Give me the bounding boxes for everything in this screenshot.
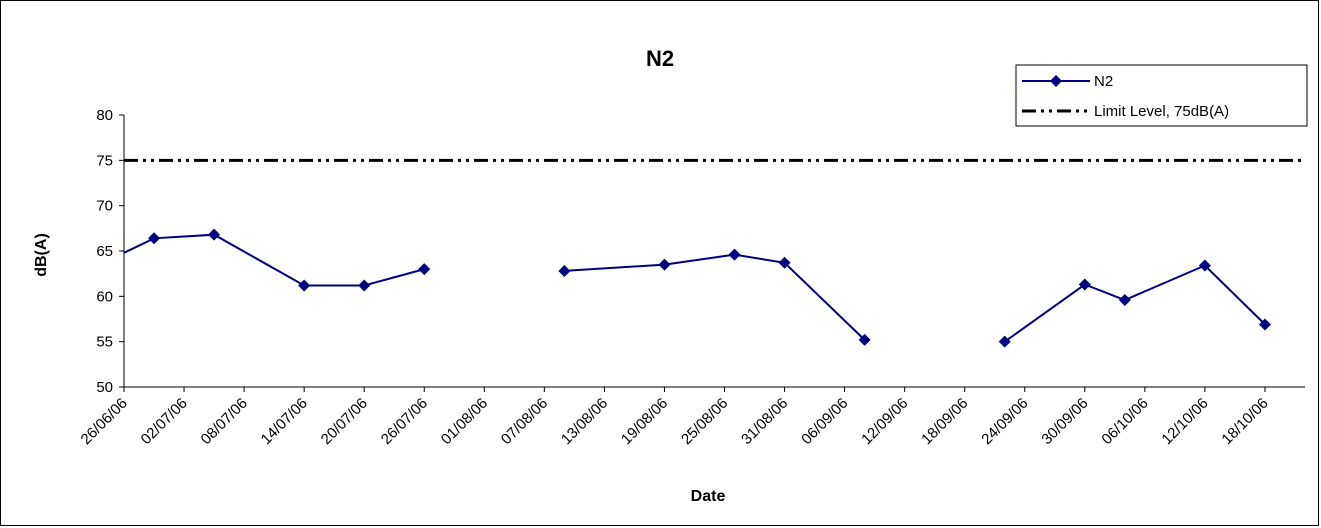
- legend-label-limit: Limit Level, 75dB(A): [1094, 103, 1229, 120]
- x-tick-label: 24/09/06: [978, 395, 1031, 448]
- x-tick-label: 25/08/06: [678, 395, 731, 448]
- x-tick-label: 30/09/06: [1038, 395, 1091, 448]
- x-tick-label: 01/08/06: [438, 395, 491, 448]
- x-tick-label: 26/06/06: [78, 395, 131, 448]
- legend-label-n2: N2: [1094, 73, 1113, 90]
- series-line-n2: [564, 253, 866, 341]
- data-point-n2: [148, 232, 161, 245]
- x-tick-label: 19/08/06: [618, 395, 671, 448]
- x-tick-label: 20/07/06: [318, 395, 371, 448]
- x-tick-label: 12/09/06: [858, 395, 911, 448]
- x-tick-label: 02/07/06: [138, 395, 191, 448]
- data-point-n2: [658, 258, 671, 271]
- series-layer: [123, 228, 1271, 348]
- x-tick-label: 08/07/06: [198, 395, 251, 448]
- x-tick-label: 14/07/06: [258, 395, 311, 448]
- data-point-n2: [858, 333, 871, 346]
- y-tick-label: 60: [96, 288, 113, 305]
- x-tick-label: 07/08/06: [498, 395, 551, 448]
- legend-box: [1015, 64, 1308, 127]
- data-point-n2: [558, 264, 571, 277]
- data-point-n2: [418, 263, 431, 276]
- series-line-n2: [123, 233, 425, 287]
- x-tick-label: 26/07/06: [378, 395, 431, 448]
- data-point-n2: [1078, 278, 1091, 291]
- x-axis-ticks: 26/06/06 02/07/06 08/07/06 14/07/06 20/07/06…: [78, 387, 1272, 448]
- data-point-n2: [778, 256, 791, 269]
- data-point-n2: [358, 279, 371, 292]
- x-tick-label: 18/09/06: [918, 395, 971, 448]
- y-tick-label: 80: [96, 107, 113, 124]
- x-tick-label: 12/10/06: [1158, 395, 1211, 448]
- x-tick-label: 31/08/06: [738, 395, 791, 448]
- x-tick-label: 13/08/06: [558, 395, 611, 448]
- x-tick-label: 06/10/06: [1098, 395, 1151, 448]
- x-tick-label: 18/10/06: [1218, 395, 1271, 448]
- y-tick-label: 50: [96, 379, 113, 396]
- y-tick-label: 65: [96, 243, 113, 260]
- legend: N2 Limit Level, 75dB(A): [1015, 64, 1308, 127]
- data-point-n2: [728, 248, 741, 261]
- data-point-n2: [1198, 259, 1211, 272]
- chart-title: N2: [646, 46, 674, 71]
- data-point-n2: [298, 279, 311, 292]
- y-tick-label: 75: [96, 152, 113, 169]
- x-axis-label: Date: [691, 488, 726, 505]
- data-point-n2: [1118, 293, 1131, 306]
- y-tick-label: 70: [96, 198, 113, 215]
- y-axis-label: dB(A): [33, 233, 50, 277]
- data-point-n2: [208, 228, 221, 241]
- data-point-n2: [1258, 318, 1271, 331]
- data-point-n2: [998, 335, 1011, 348]
- series-line-n2: [1004, 264, 1266, 343]
- x-tick-label: 06/09/06: [798, 395, 851, 448]
- legend-marker-n2: [1050, 75, 1062, 87]
- y-tick-label: 55: [96, 334, 113, 351]
- y-axis-ticks: 50 55 60 65 70 75 80: [96, 107, 124, 396]
